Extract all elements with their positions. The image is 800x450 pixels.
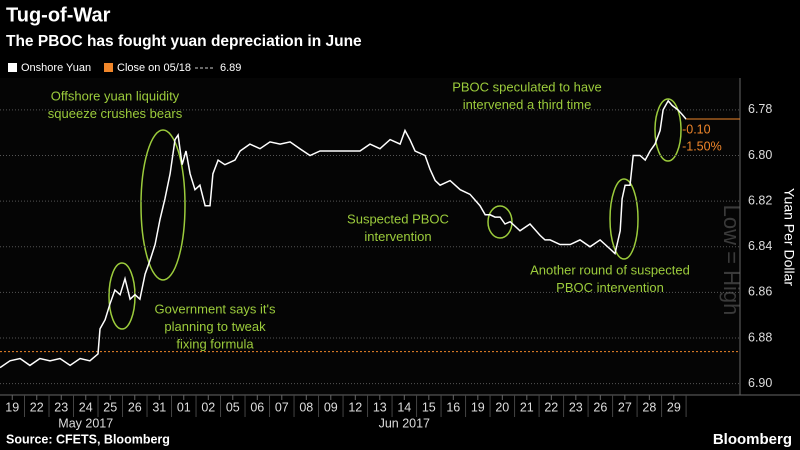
x-tick-label: 27: [618, 400, 632, 414]
annotation: intervention: [364, 229, 431, 244]
x-tick-label: 28: [642, 400, 656, 414]
y-tick-label: 6.84: [748, 239, 772, 253]
annotation: PBOC speculated to have: [452, 79, 602, 94]
x-tick-label: 02: [201, 400, 215, 414]
annotation: Government says it's: [155, 301, 276, 316]
x-tick-label: 12: [348, 400, 362, 414]
x-tick-label: 22: [30, 400, 44, 414]
legend-label: Close on 05/18: [117, 62, 191, 74]
legend-value: 6.89: [220, 62, 241, 74]
change-label: -0.10: [682, 122, 711, 136]
x-tick-label: 13: [373, 400, 387, 414]
y-tick-label: 6.80: [748, 148, 772, 162]
legend-label: Onshore Yuan: [21, 62, 91, 74]
plot-area: [0, 78, 740, 395]
x-tick-label: 22: [544, 400, 558, 414]
annotation: Another round of suspected: [530, 262, 690, 277]
x-tick-label: 23: [569, 400, 583, 414]
x-tick-label: 08: [299, 400, 313, 414]
x-tick-label: 29: [667, 400, 681, 414]
x-month-label: Jun 2017: [379, 416, 430, 430]
x-tick-label: 15: [422, 400, 436, 414]
x-tick-label: 19: [5, 400, 19, 414]
highlight-ellipse: [108, 262, 136, 330]
x-tick-label: 05: [226, 400, 240, 414]
y-tick-label: 6.78: [748, 102, 772, 116]
series-line: [0, 99, 687, 369]
y-tick-label: 6.82: [748, 193, 772, 207]
source: Source: CFETS, Bloomberg: [6, 432, 170, 446]
x-tick-label: 14: [397, 400, 411, 414]
x-tick-label: 01: [177, 400, 191, 414]
x-tick-label: 09: [324, 400, 338, 414]
x-tick-label: 06: [250, 400, 264, 414]
annotation-ellipses: [108, 98, 682, 330]
x-tick-label: 23: [54, 400, 68, 414]
x-tick-label: 31: [152, 400, 166, 414]
x-tick-label: 25: [103, 400, 117, 414]
annotation: squeeze crushes bears: [48, 106, 183, 121]
annotation: Offshore yuan liquidity: [51, 88, 180, 103]
brand: Bloomberg: [713, 431, 792, 448]
change-label: -1.50%: [682, 139, 722, 153]
x-tick-label: 16: [446, 400, 460, 414]
x-tick-label: 26: [593, 400, 607, 414]
highlight-ellipse: [609, 178, 639, 260]
y-tick-label: 6.90: [748, 376, 772, 390]
legend-swatch: [104, 63, 113, 72]
legend-swatch: [8, 63, 17, 72]
annotation: Suspected PBOC: [347, 211, 449, 226]
annotation: intervened a third time: [463, 97, 592, 112]
x-tick-label: 24: [79, 400, 93, 414]
x-tick-label: 20: [495, 400, 509, 414]
x-month-label: May 2017: [58, 416, 113, 430]
y-tick-label: 6.86: [748, 285, 772, 299]
highlight-ellipse: [140, 129, 186, 281]
x-tick-label: 07: [275, 400, 289, 414]
x-tick-label: 21: [520, 400, 534, 414]
y-tick-label: 6.88: [748, 330, 772, 344]
chart-title: Tug-of-War: [6, 4, 111, 26]
chart-subtitle: The PBOC has fought yuan depreciation in…: [6, 33, 362, 50]
highlight-ellipse: [487, 205, 513, 239]
highlight-ellipse: [654, 98, 682, 162]
x-tick-label: 26: [128, 400, 142, 414]
y-axis-title: Yuan Per Dollar: [781, 188, 797, 286]
x-tick-label: 19: [471, 400, 485, 414]
annotation: PBOC intervention: [556, 280, 664, 295]
annotation: fixing formula: [176, 336, 254, 351]
annotation: planning to tweak: [164, 319, 266, 334]
